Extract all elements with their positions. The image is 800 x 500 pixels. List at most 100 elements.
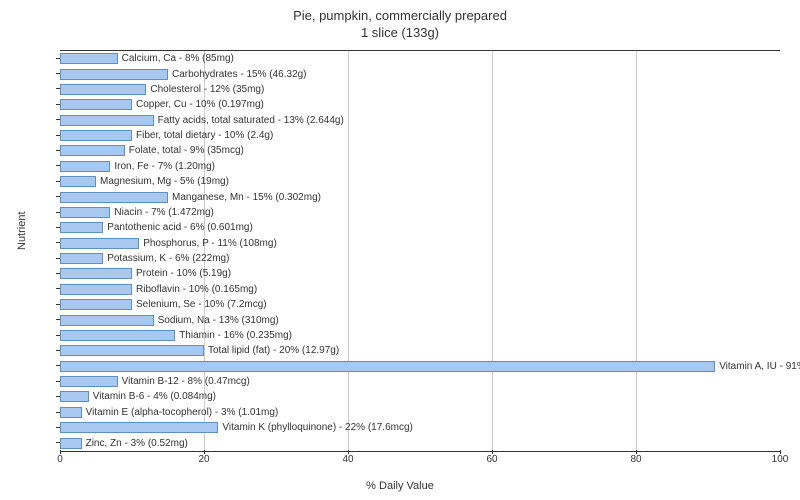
y-tick xyxy=(56,58,60,59)
bar xyxy=(60,53,118,64)
bar xyxy=(60,161,110,172)
y-tick xyxy=(56,381,60,382)
bar-row: Zinc, Zn - 3% (0.52mg) xyxy=(60,435,780,450)
bar-row: Vitamin B-12 - 8% (0.47mcg) xyxy=(60,374,780,389)
y-tick xyxy=(56,350,60,351)
plot-area: Calcium, Ca - 8% (85mg) Carbohydrates - 1… xyxy=(60,50,780,452)
title-line1: Pie, pumpkin, commercially prepared xyxy=(293,8,507,23)
bar-row: Calcium, Ca - 8% (85mg) xyxy=(60,51,780,66)
bar-label: Riboflavin - 10% (0.165mg) xyxy=(132,284,257,295)
bar-row: Vitamin A, IU - 91% (4567IU) xyxy=(60,359,780,374)
bar-row: Phosphorus, P - 11% (108mg) xyxy=(60,236,780,251)
bar-row: Potassium, K - 6% (222mg) xyxy=(60,251,780,266)
y-tick xyxy=(56,304,60,305)
bar-row: Riboflavin - 10% (0.165mg) xyxy=(60,282,780,297)
y-tick xyxy=(56,273,60,274)
bar-row: Vitamin E (alpha-tocopherol) - 3% (1.01m… xyxy=(60,405,780,420)
y-tick xyxy=(56,396,60,397)
x-tick-label: 80 xyxy=(630,454,641,465)
bar-row: Cholesterol - 12% (35mg) xyxy=(60,82,780,97)
x-tick-label: 20 xyxy=(198,454,209,465)
bar-row: Protein - 10% (5.19g) xyxy=(60,266,780,281)
bar xyxy=(60,345,204,356)
y-tick xyxy=(56,335,60,336)
y-axis-label: Nutrient xyxy=(16,211,28,250)
bar xyxy=(60,299,132,310)
bar xyxy=(60,84,146,95)
bar-label: Protein - 10% (5.19g) xyxy=(132,268,231,279)
bar xyxy=(60,253,103,264)
bar xyxy=(60,422,218,433)
x-axis-label: % Daily Value xyxy=(366,480,434,492)
bar-label: Folate, total - 9% (35mcg) xyxy=(125,145,244,156)
y-tick xyxy=(56,150,60,151)
bar-row: Niacin - 7% (1.472mg) xyxy=(60,205,780,220)
bar-label: Total lipid (fat) - 20% (12.97g) xyxy=(204,345,339,356)
bar-label: Vitamin E (alpha-tocopherol) - 3% (1.01m… xyxy=(82,407,279,418)
bar-row: Copper, Cu - 10% (0.197mg) xyxy=(60,97,780,112)
bar xyxy=(60,391,89,402)
bar xyxy=(60,130,132,141)
bar xyxy=(60,315,154,326)
bar-row: Fiber, total dietary - 10% (2.4g) xyxy=(60,128,780,143)
x-tick-label: 0 xyxy=(57,454,63,465)
x-tick-label: 100 xyxy=(772,454,789,465)
bar xyxy=(60,207,110,218)
y-tick xyxy=(56,319,60,320)
chart-title: Pie, pumpkin, commercially prepared 1 sl… xyxy=(0,0,800,42)
bar-label: Sodium, Na - 13% (310mg) xyxy=(154,315,279,326)
y-tick xyxy=(56,88,60,89)
bar-label: Thiamin - 16% (0.235mg) xyxy=(175,330,292,341)
bar xyxy=(60,438,82,449)
bar-label: Niacin - 7% (1.472mg) xyxy=(110,207,213,218)
bar-label: Fiber, total dietary - 10% (2.4g) xyxy=(132,130,273,141)
y-tick xyxy=(56,165,60,166)
bar xyxy=(60,376,118,387)
bar xyxy=(60,284,132,295)
bar-label: Manganese, Mn - 15% (0.302mg) xyxy=(168,192,321,203)
bar-label: Pantothenic acid - 6% (0.601mg) xyxy=(103,222,253,233)
y-tick xyxy=(56,427,60,428)
y-tick xyxy=(56,181,60,182)
bar xyxy=(60,176,96,187)
bar xyxy=(60,222,103,233)
y-tick xyxy=(56,258,60,259)
y-tick xyxy=(56,135,60,136)
bar-label: Calcium, Ca - 8% (85mg) xyxy=(118,53,234,64)
bar-row: Carbohydrates - 15% (46.32g) xyxy=(60,66,780,81)
bar-row: Folate, total - 9% (35mcg) xyxy=(60,143,780,158)
bar-label: Iron, Fe - 7% (1.20mg) xyxy=(110,161,215,172)
bar-label: Vitamin A, IU - 91% (4567IU) xyxy=(715,361,800,372)
bar-label: Vitamin K (phylloquinone) - 22% (17.6mcg… xyxy=(218,422,412,433)
title-line2: 1 slice (133g) xyxy=(361,25,439,40)
y-tick xyxy=(56,242,60,243)
bar-row: Vitamin B-6 - 4% (0.084mg) xyxy=(60,389,780,404)
bar-label: Potassium, K - 6% (222mg) xyxy=(103,253,229,264)
chart-container: Pie, pumpkin, commercially prepared 1 sl… xyxy=(0,0,800,500)
bar xyxy=(60,361,715,372)
bar-label: Zinc, Zn - 3% (0.52mg) xyxy=(82,438,188,449)
bar-row: Vitamin K (phylloquinone) - 22% (17.6mcg… xyxy=(60,420,780,435)
bar-row: Iron, Fe - 7% (1.20mg) xyxy=(60,159,780,174)
bar-label: Vitamin B-12 - 8% (0.47mcg) xyxy=(118,376,250,387)
bar-label: Vitamin B-6 - 4% (0.084mg) xyxy=(89,391,216,402)
bar-label: Carbohydrates - 15% (46.32g) xyxy=(168,69,307,80)
bar-label: Selenium, Se - 10% (7.2mcg) xyxy=(132,299,267,310)
bar-row: Magnesium, Mg - 5% (19mg) xyxy=(60,174,780,189)
bar xyxy=(60,407,82,418)
bar-label: Cholesterol - 12% (35mg) xyxy=(146,84,264,95)
y-tick xyxy=(56,412,60,413)
y-tick xyxy=(56,227,60,228)
bar-label: Phosphorus, P - 11% (108mg) xyxy=(139,238,277,249)
y-tick xyxy=(56,104,60,105)
y-tick xyxy=(56,442,60,443)
bar-row: Pantothenic acid - 6% (0.601mg) xyxy=(60,220,780,235)
bar-row: Selenium, Se - 10% (7.2mcg) xyxy=(60,297,780,312)
y-tick xyxy=(56,119,60,120)
bar-row: Sodium, Na - 13% (310mg) xyxy=(60,312,780,327)
bar xyxy=(60,115,154,126)
bar-label: Copper, Cu - 10% (0.197mg) xyxy=(132,99,264,110)
y-tick xyxy=(56,288,60,289)
bar xyxy=(60,145,125,156)
bar xyxy=(60,69,168,80)
